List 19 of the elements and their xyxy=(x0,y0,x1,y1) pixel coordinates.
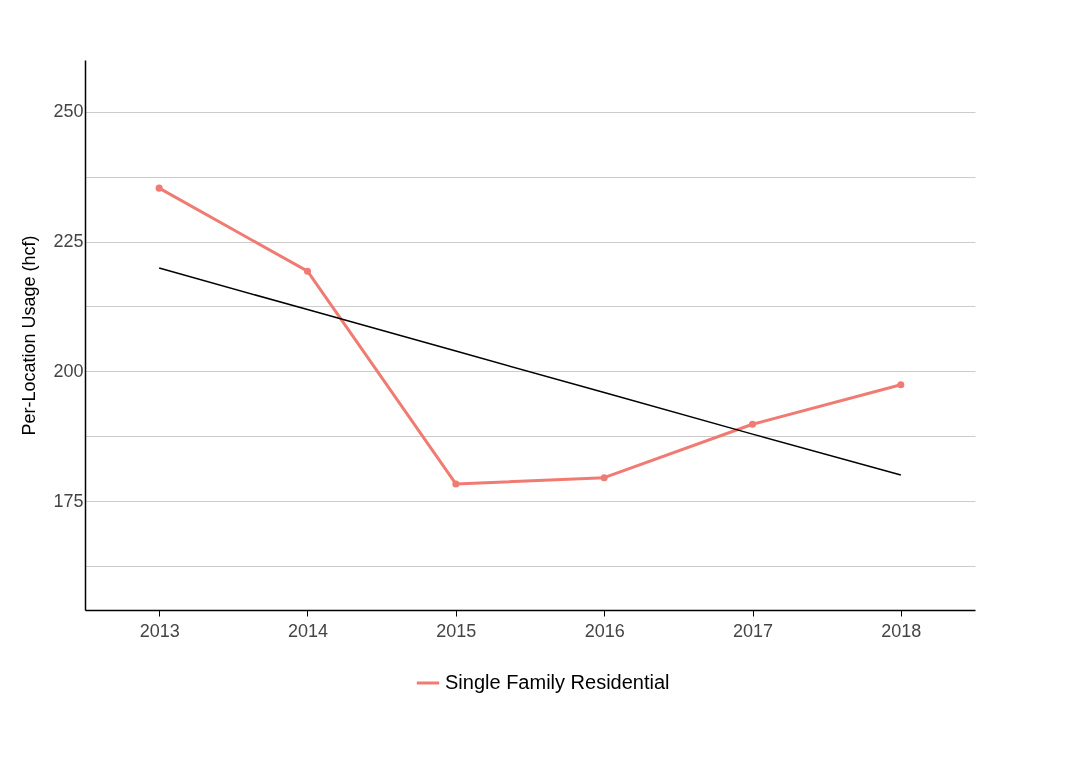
y-axis-title: Per-Location Usage (hcf) xyxy=(19,235,40,436)
point xyxy=(600,474,608,482)
point xyxy=(452,480,460,488)
line-series xyxy=(158,267,902,476)
y-tick-label: 250 xyxy=(53,101,84,122)
y-tick-label: 175 xyxy=(53,490,84,511)
y-tick-label: 225 xyxy=(53,231,84,252)
point xyxy=(897,381,905,389)
x-tick-label: 2017 xyxy=(732,620,774,641)
point xyxy=(155,184,163,192)
y-tick-label: 200 xyxy=(53,360,84,381)
x-tick-label: 2018 xyxy=(881,620,922,641)
x-tick-label: 2013 xyxy=(139,620,180,641)
x-tick-label: 2016 xyxy=(584,620,625,641)
x-tick-label: 2014 xyxy=(287,620,329,641)
point xyxy=(303,267,312,275)
x-tick-label: 2015 xyxy=(436,620,477,641)
point xyxy=(748,420,757,428)
legend-label: Single Family Residential xyxy=(445,671,670,693)
